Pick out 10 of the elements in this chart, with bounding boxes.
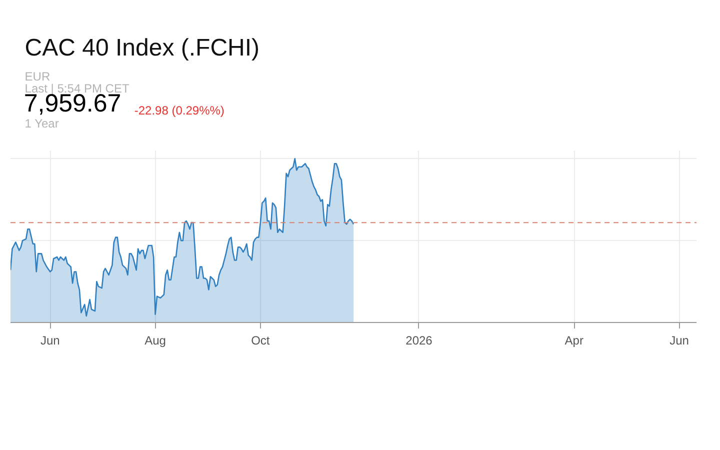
x-tick-label: Jun — [670, 334, 689, 348]
text: -22.98 (0.29%%) — [134, 104, 224, 118]
chart-title: CAC 40 Index (.FCHI) — [24, 34, 260, 62]
text: 1 Year — [24, 116, 59, 130]
x-tick-label: Jun — [40, 334, 60, 348]
x-tick-label: Oct — [251, 334, 270, 348]
text: EUR — [24, 70, 50, 84]
x-tick-label: 2026 — [406, 334, 433, 348]
x-tick-label: Aug — [144, 334, 166, 348]
x-tick-label: Apr — [564, 334, 584, 348]
